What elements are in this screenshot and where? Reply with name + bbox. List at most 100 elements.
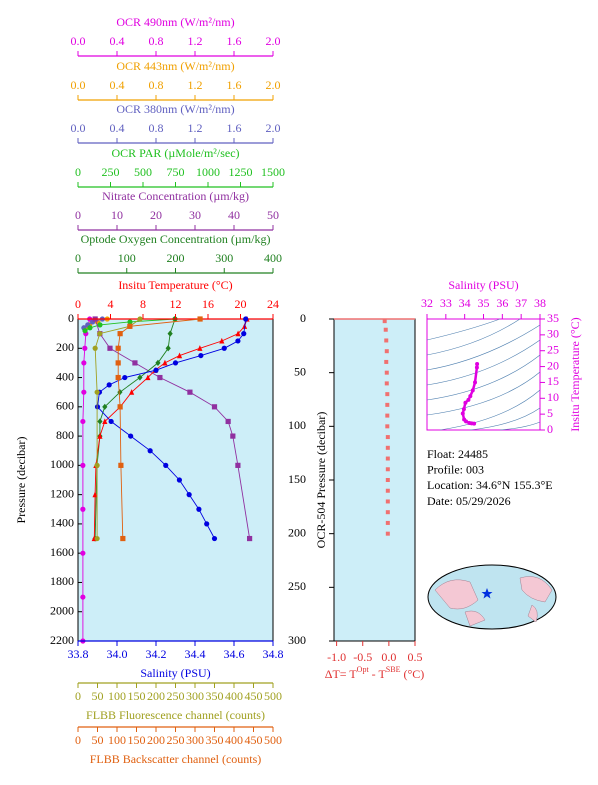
marker: [235, 338, 241, 344]
x-tick-label: 300: [186, 689, 204, 703]
x-tick-label: 12: [170, 297, 182, 311]
marker: [472, 421, 477, 426]
y-tick-label: 400: [56, 369, 74, 383]
float-info: Location: 34.6°N 155.3°E: [427, 478, 553, 492]
marker: [145, 374, 151, 381]
x-tick-label: 0.0: [71, 121, 86, 135]
marker: [176, 352, 183, 359]
y-tick-label: 30: [547, 327, 559, 341]
x-tick-label: 4: [108, 297, 114, 311]
x-tick-label: 0: [75, 208, 81, 222]
x-axis-label: ΔT= TOpt - TSBE (°C): [325, 665, 425, 681]
marker: [197, 345, 203, 351]
marker: [470, 388, 475, 393]
marker: [197, 316, 203, 322]
ts-frame: [426, 318, 541, 431]
marker: [461, 407, 466, 412]
x-tick-label: 0.0: [71, 78, 86, 92]
marker: [129, 389, 135, 395]
marker: [385, 413, 390, 418]
label-part: SBE: [386, 665, 401, 674]
x-tick-label: 1.2: [188, 121, 203, 135]
marker: [382, 319, 387, 324]
x-tick-label: 0.4: [110, 34, 125, 48]
y-tick-label: 1200: [50, 486, 74, 500]
marker: [385, 435, 390, 440]
x-tick-label: 100: [118, 251, 136, 265]
marker: [475, 362, 480, 367]
marker: [81, 360, 87, 366]
x-tick-label: 0: [75, 297, 81, 311]
marker: [107, 345, 113, 351]
x-tick-label: 200: [147, 689, 165, 703]
marker: [97, 322, 103, 328]
y-tick-label: 35: [547, 311, 559, 325]
x-tick-label: -0.5: [353, 650, 372, 664]
marker: [385, 520, 390, 525]
y-tick-label: 50: [294, 364, 306, 378]
x-tick-label: 33: [440, 296, 452, 310]
marker: [196, 506, 202, 512]
x-tick-label: 34: [459, 296, 471, 310]
y-tick-label: 1800: [50, 574, 74, 588]
x-tick-label: 450: [245, 689, 263, 703]
y-tick-label: 1600: [50, 545, 74, 559]
x-tick-label: 400: [225, 733, 243, 747]
y-tick-label: 250: [288, 579, 306, 593]
marker: [94, 389, 100, 395]
x-tick-label: 0.5: [408, 650, 423, 664]
marker: [385, 488, 390, 493]
x-tick-label: 0.4: [110, 78, 125, 92]
x-tick-label: 30: [189, 208, 201, 222]
y-axis-label: Insitu Temperature (°C): [568, 317, 582, 431]
x-tick-label: 36: [496, 296, 508, 310]
marker: [106, 382, 112, 388]
x-tick-label: 50: [92, 733, 104, 747]
marker: [80, 418, 86, 425]
y-tick-label: 2200: [50, 633, 74, 647]
y-tick-label: 0: [300, 311, 306, 325]
x-tick-label: 2.0: [266, 121, 281, 135]
x-tick-label: 500: [134, 165, 152, 179]
x-tick-label: 37: [515, 296, 527, 310]
y-tick-label: 600: [56, 399, 74, 413]
marker: [92, 345, 98, 351]
marker: [108, 418, 114, 425]
y-tick-label: 20: [547, 358, 559, 372]
marker: [176, 477, 182, 483]
x-tick-label: 0: [75, 733, 81, 747]
marker: [165, 345, 171, 352]
x-tick-label: 100: [108, 733, 126, 747]
x-tick-label: 500: [264, 689, 282, 703]
marker: [211, 404, 218, 410]
marker: [384, 370, 389, 375]
x-tick-label: 8: [140, 297, 146, 311]
marker: [385, 424, 390, 429]
x-tick-label: 150: [128, 689, 146, 703]
x-tick-label: 450: [245, 733, 263, 747]
marker: [127, 323, 133, 329]
marker: [97, 331, 103, 337]
marker: [221, 345, 227, 351]
data-line: [93, 318, 248, 539]
x-tick-label: 400: [225, 689, 243, 703]
x-tick-label: 0.4: [110, 121, 125, 135]
x-tick-label: 34.0: [107, 647, 128, 661]
marker: [102, 418, 108, 425]
marker: [225, 418, 231, 425]
x-tick-label: 1000: [196, 165, 220, 179]
marker: [385, 478, 390, 482]
marker: [132, 360, 138, 366]
marker: [81, 389, 87, 395]
marker: [97, 432, 103, 439]
marker: [120, 535, 126, 542]
x-tick-label: 750: [167, 165, 185, 179]
marker: [384, 349, 389, 354]
x-tick-label: 400: [264, 251, 282, 265]
x-tick-label: 350: [206, 733, 224, 747]
marker: [163, 462, 169, 468]
x-tick-label: 250: [167, 733, 185, 747]
x-tick-label: 20: [235, 297, 247, 311]
